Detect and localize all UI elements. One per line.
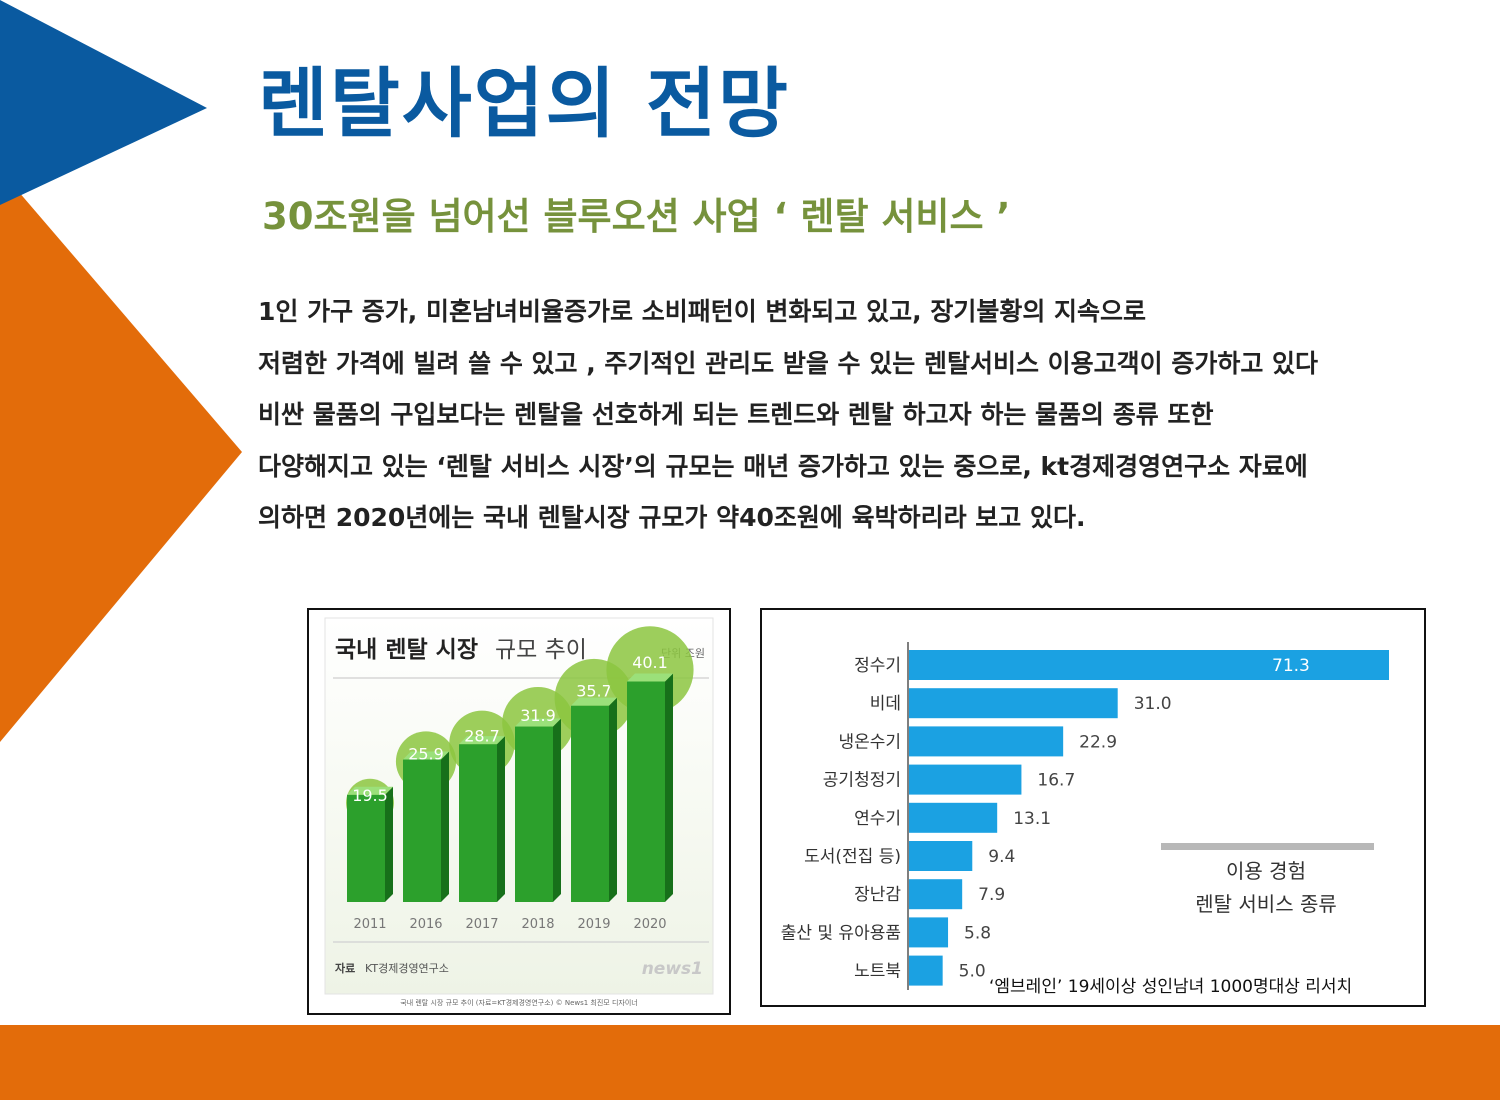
bar — [909, 764, 1022, 795]
data-label: 35.7 — [576, 681, 612, 700]
source-text: KT경제경영연구소 — [365, 962, 449, 975]
category-label: 장난감 — [854, 885, 901, 905]
orange-triangle — [0, 170, 242, 742]
bar-side — [665, 673, 673, 902]
category-label: 냉온수기 — [838, 732, 901, 752]
bar-top — [403, 751, 449, 760]
bar — [403, 759, 441, 902]
data-label: 19.5 — [352, 786, 388, 805]
decorative-triangles — [0, 0, 242, 742]
blue-triangle — [0, 0, 207, 205]
bar — [909, 688, 1118, 719]
chart-credit: 국내 렌탈 시장 규모 추이 (자료=KT경제경영연구소) © News1 최진… — [400, 998, 637, 1007]
bar — [909, 879, 963, 910]
legend-line2: 렌탈 서비스 종류 — [1195, 892, 1337, 916]
source-label: 자료 — [335, 961, 355, 975]
research-note: ‘엠브레인’ 19세이상 성인남녀 1000명대상 리서치 — [989, 977, 1353, 997]
data-label: 25.9 — [408, 744, 444, 763]
value-label: 9.4 — [988, 847, 1015, 867]
chart-title-bold: 국내 렌탈 시장 — [335, 637, 478, 663]
bar — [909, 726, 1064, 757]
paragraph-line: 의하면 2020년에는 국내 렌탈시장 규모가 약40조원에 육박하리라 보고 … — [258, 503, 1086, 532]
value-label: 5.0 — [959, 962, 986, 982]
value-label: 22.9 — [1079, 732, 1117, 752]
category-label: 연수기 — [854, 809, 901, 829]
category-label: 정수기 — [854, 656, 901, 676]
bottom-orange-band — [0, 1025, 1500, 1100]
bar — [571, 705, 609, 902]
bar-side — [609, 697, 617, 902]
bar-top — [515, 718, 561, 727]
bar-side — [385, 786, 393, 902]
bar — [515, 726, 553, 902]
category-label: 출산 및 유아용품 — [781, 923, 901, 943]
category-label: 도서(전집 등) — [804, 847, 901, 867]
bar — [459, 744, 497, 902]
data-label: 28.7 — [464, 726, 500, 745]
data-label: 40.1 — [632, 653, 668, 672]
bar-top — [347, 786, 393, 795]
bar-side — [553, 718, 561, 902]
tick-label: 2017 — [465, 917, 498, 932]
bar — [909, 650, 1389, 680]
legend-line — [1161, 843, 1374, 850]
page-subtitle: 30조원을 넘어선 블루오션 사업 ‘ 렌탈 서비스 ’ — [262, 195, 1011, 238]
bar — [347, 794, 385, 902]
value-label: 71.3 — [1272, 656, 1310, 676]
tick-label: 2020 — [633, 917, 666, 932]
value-label: 31.0 — [1134, 694, 1172, 714]
value-label: 16.7 — [1037, 771, 1075, 791]
category-label: 공기청정기 — [823, 771, 901, 791]
data-label: 31.9 — [520, 706, 556, 725]
tick-label: 2019 — [577, 917, 610, 932]
bar — [627, 681, 665, 902]
paragraph-line: 비싼 물품의 구입보다는 렌탈을 선호하게 되는 트렌드와 렌탈 하고자 하는 … — [258, 400, 1214, 429]
market-size-chart: 국내 렌탈 시장 규모 추이 단위 조원 19.5201125.9201628.… — [324, 617, 714, 1007]
bar — [909, 955, 943, 986]
paragraph-line: 1인 가구 증가, 미혼남녀비율증가로 소비패턴이 변화되고 있고, 장기불황의… — [258, 297, 1147, 326]
bar-side — [441, 751, 449, 902]
bar-top — [627, 673, 673, 682]
chart-title-light: 규모 추이 — [495, 637, 587, 663]
tick-label: 2016 — [409, 917, 442, 932]
paragraph-line: 다양해지고 있는 ‘렌탈 서비스 시장’의 규모는 매년 증가하고 있는 중으로… — [258, 451, 1308, 481]
paragraph-line: 저렴한 가격에 빌려 쓸 수 있고 , 주기적인 관리도 받을 수 있는 렌탈서… — [258, 348, 1319, 378]
value-label: 5.8 — [964, 923, 991, 943]
rental-usage-chart: 정수기 71.3 비데 31.0 냉온수기 22.9 공기청정기 16.7 연수기 13.1 도서(… — [781, 642, 1389, 990]
bar-side — [497, 736, 505, 902]
category-label: 비데 — [870, 694, 901, 714]
tick-label: 2011 — [353, 917, 386, 932]
bar — [909, 917, 949, 948]
bar — [909, 841, 973, 871]
bar-top — [459, 736, 505, 745]
bar-top — [571, 697, 617, 706]
bar — [909, 802, 998, 833]
news1-logo: news1 — [642, 959, 703, 979]
page-title: 렌탈사업의 전망 — [258, 59, 790, 148]
market-size-chart-panel: 국내 렌탈 시장 규모 추이 단위 조원 19.5201125.9201628.… — [307, 608, 731, 1015]
rental-usage-chart-panel: 정수기 71.3 비데 31.0 냉온수기 22.9 공기청정기 16.7 연수기 13.1 도서(… — [760, 608, 1426, 1007]
body-paragraph: 1인 가구 증가, 미혼남녀비율증가로 소비패턴이 변화되고 있고, 장기불황의… — [258, 292, 1488, 550]
tick-label: 2018 — [521, 917, 554, 932]
category-label: 노트북 — [854, 962, 901, 982]
legend-line1: 이용 경험 — [1226, 859, 1306, 883]
value-label: 7.9 — [978, 885, 1005, 905]
value-label: 13.1 — [1013, 809, 1051, 829]
